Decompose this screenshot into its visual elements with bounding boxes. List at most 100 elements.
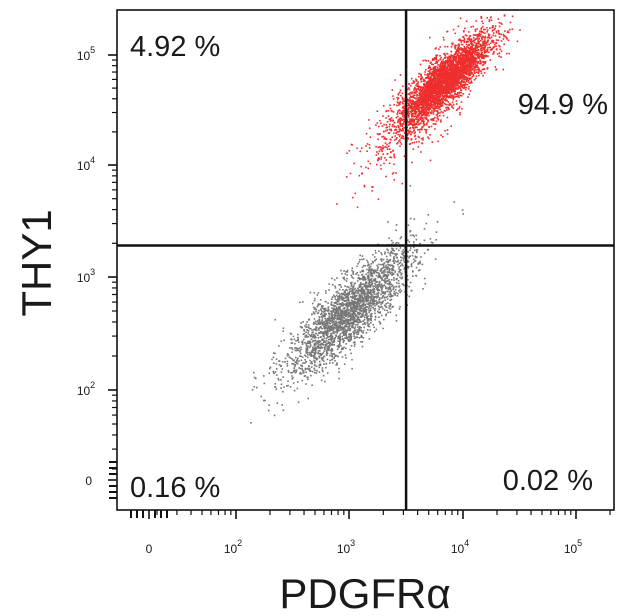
scatter-point <box>453 89 455 92</box>
scatter-point <box>358 321 361 324</box>
scatter-point <box>459 48 461 51</box>
scatter-point <box>423 106 425 109</box>
scatter-point <box>484 46 486 49</box>
scatter-point <box>449 80 452 82</box>
scatter-point <box>430 95 432 98</box>
scatter-point <box>410 263 413 265</box>
scatter-point <box>434 128 436 130</box>
scatter-point <box>420 75 422 78</box>
scatter-point <box>455 69 458 71</box>
scatter-point <box>462 59 464 62</box>
scatter-point <box>365 286 368 288</box>
scatter-point <box>418 85 420 87</box>
scatter-point <box>444 54 446 57</box>
scatter-point <box>460 57 462 60</box>
scatter-point <box>369 295 372 298</box>
scatter-point <box>469 90 472 92</box>
scatter-point <box>398 268 400 270</box>
scatter-point <box>421 76 424 79</box>
scatter-point <box>504 36 507 38</box>
scatter-point <box>469 71 472 73</box>
scatter-point <box>416 97 418 99</box>
scatter-point <box>429 84 431 87</box>
scatter-point <box>467 77 469 80</box>
scatter-point <box>445 100 447 102</box>
scatter-point <box>473 67 476 70</box>
scatter-point <box>438 69 440 72</box>
scatter-point <box>411 142 414 144</box>
scatter-point <box>440 101 442 104</box>
scatter-point <box>432 94 435 97</box>
scatter-point <box>495 30 498 33</box>
scatter-point <box>295 347 297 349</box>
scatter-point <box>435 47 437 49</box>
scatter-point <box>441 87 443 89</box>
scatter-point <box>444 86 447 88</box>
scatter-point <box>463 45 466 48</box>
scatter-point <box>435 55 438 58</box>
scatter-point <box>452 59 454 62</box>
scatter-point <box>474 59 477 62</box>
scatter-point <box>441 66 444 69</box>
scatter-point <box>492 41 495 44</box>
scatter-point <box>399 91 401 94</box>
scatter-point <box>443 109 446 112</box>
scatter-point <box>473 47 475 50</box>
scatter-point <box>399 103 401 105</box>
scatter-point <box>502 38 505 40</box>
scatter-point <box>468 37 470 39</box>
scatter-point <box>408 92 411 95</box>
scatter-point <box>426 96 428 99</box>
scatter-point <box>336 345 339 347</box>
scatter-point <box>446 45 449 48</box>
scatter-point <box>428 104 431 106</box>
scatter-point <box>321 313 323 315</box>
scatter-point <box>351 267 354 269</box>
scatter-point <box>465 34 468 37</box>
scatter-point <box>417 82 419 85</box>
scatter-point <box>418 269 420 272</box>
scatter-point <box>511 15 514 18</box>
scatter-point <box>468 70 470 72</box>
scatter-point <box>429 69 431 72</box>
scatter-point <box>425 118 428 120</box>
scatter-point <box>300 322 302 324</box>
scatter-point <box>391 264 393 266</box>
scatter-point <box>336 332 338 334</box>
scatter-point <box>472 58 474 61</box>
scatter-point <box>478 38 481 40</box>
scatter-point <box>442 65 444 68</box>
scatter-point <box>421 98 424 101</box>
scatter-point <box>477 34 479 36</box>
scatter-point <box>334 354 337 356</box>
scatter-point <box>423 111 425 114</box>
scatter-point <box>389 141 391 144</box>
scatter-point <box>393 122 396 124</box>
scatter-point <box>422 125 425 127</box>
scatter-point <box>441 103 444 105</box>
scatter-point <box>443 82 446 85</box>
scatter-point <box>393 132 395 134</box>
scatter-point <box>427 89 429 91</box>
scatter-point <box>498 55 501 57</box>
scatter-point <box>476 62 479 65</box>
scatter-point <box>412 101 415 103</box>
scatter-point <box>481 20 483 23</box>
scatter-point <box>483 44 485 47</box>
scatter-point <box>457 25 460 28</box>
scatter-point <box>418 114 421 117</box>
scatter-point <box>486 41 488 44</box>
scatter-point <box>498 33 501 35</box>
scatter-point <box>427 100 429 103</box>
scatter-point <box>317 304 319 306</box>
scatter-point <box>439 108 442 111</box>
scatter-point <box>446 94 448 97</box>
scatter-point <box>470 72 472 75</box>
scatter-point <box>425 89 427 91</box>
scatter-point <box>385 275 387 277</box>
scatter-point <box>358 300 360 303</box>
scatter-point <box>457 39 460 41</box>
scatter-point <box>434 58 437 60</box>
scatter-point <box>428 84 430 86</box>
scatter-point <box>431 119 433 121</box>
